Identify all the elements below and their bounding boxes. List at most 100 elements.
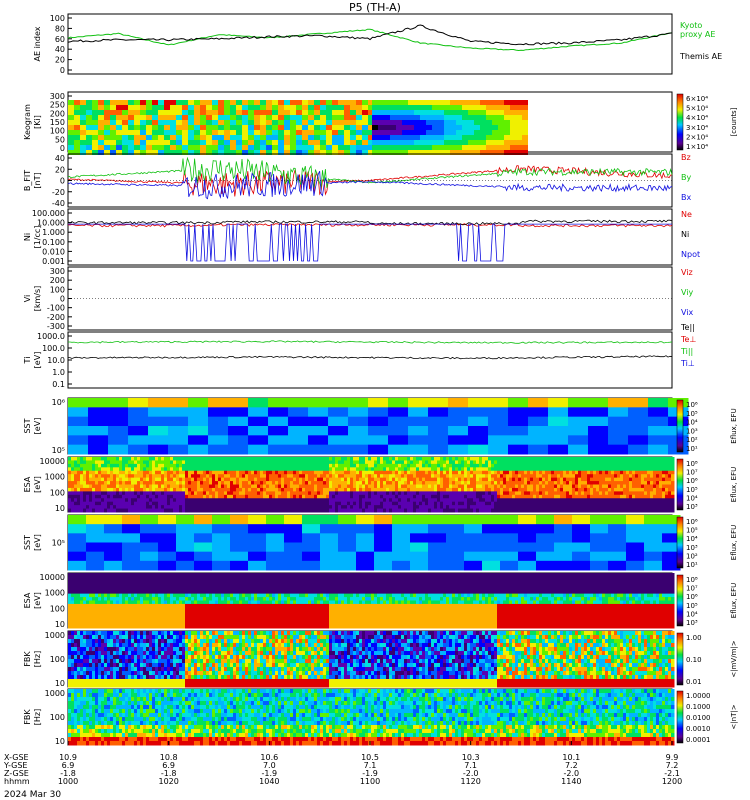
figure-title: P5 (TH-A) bbox=[349, 1, 401, 14]
y-tick-label: 0 bbox=[60, 177, 65, 186]
colorbar-tick-label: 10² bbox=[686, 552, 698, 560]
legend-Ti||: Ti|| bbox=[680, 347, 693, 356]
y-tick-label: 100.0 bbox=[42, 344, 65, 353]
y-axis-unit: [km/s] bbox=[33, 286, 42, 312]
y-tick-label: 100 bbox=[50, 285, 65, 294]
y-tick-label: 10 bbox=[55, 679, 65, 688]
y-tick-label: -100 bbox=[47, 304, 65, 313]
colorbar-tick-label: 0.10 bbox=[686, 656, 702, 664]
colorbar-tick-label: 10⁴ bbox=[686, 494, 698, 502]
legend-by: By bbox=[681, 173, 691, 182]
colorbar-tick-label: 10⁷ bbox=[686, 585, 698, 593]
y-tick-label: 300 bbox=[50, 92, 65, 101]
y-axis-unit: [Ki] bbox=[33, 115, 42, 129]
axis-row-label: Y-GSE bbox=[3, 761, 27, 770]
y-tick-label: 250 bbox=[50, 101, 65, 110]
y-tick-label: 1.000 bbox=[42, 228, 65, 237]
colorbar-tick-label: 0.1000 bbox=[686, 703, 711, 711]
colorbar-tick-label: 10⁶ bbox=[686, 477, 698, 485]
colorbar-tick-label: 10³ bbox=[686, 427, 698, 435]
y-axis-unit: [Hz] bbox=[33, 651, 42, 667]
y-tick-label: 100 bbox=[50, 127, 65, 136]
colorbar-tick-label: 5×10⁴ bbox=[686, 105, 708, 113]
colorbar-tick-label: 10³ bbox=[686, 544, 698, 552]
colorbar-tick-label: 0.0100 bbox=[686, 714, 711, 722]
colorbar-tick-label: 6×10⁴ bbox=[686, 95, 708, 103]
y-tick-label: 100 bbox=[50, 713, 65, 722]
x-tick-label-x-gse: 10.5 bbox=[361, 753, 379, 762]
panel-3: 40 20 0 -20 -40 B_FIT [nT] Bz By Bx bbox=[23, 153, 691, 208]
y-tick-label: 100 bbox=[50, 604, 65, 613]
x-tick-label-y-gse: 6.9 bbox=[162, 761, 175, 770]
x-tick-label-z-gse: -1.9 bbox=[362, 769, 378, 778]
spectrogram-cells bbox=[68, 689, 675, 746]
y-axis-unit: [eV] bbox=[33, 534, 42, 551]
colorbar-label: <|mV/m|> bbox=[730, 640, 738, 677]
legend-bz: Bz bbox=[681, 153, 691, 162]
y-axis-unit: [nT] bbox=[33, 172, 42, 188]
y-tick-label: 0 bbox=[60, 144, 65, 153]
legend-viz: Viz bbox=[681, 268, 693, 277]
y-tick-label: 40 bbox=[55, 154, 65, 163]
y-axis-label: FBK bbox=[23, 709, 32, 725]
x-tick-label-hhmm: 1120 bbox=[460, 777, 480, 786]
x-tick-label-hhmm: 1020 bbox=[158, 777, 178, 786]
legend-proxy-ae: proxy AE bbox=[680, 30, 715, 39]
y-axis-unit: [Hz] bbox=[33, 709, 42, 725]
y-axis-label: Ni bbox=[23, 233, 32, 241]
series-line-bx bbox=[67, 170, 673, 200]
axis-row-label: hhmm bbox=[4, 777, 30, 786]
colorbar-tick-label: 10¹ bbox=[686, 445, 698, 453]
legend-themis-ae: Themis AE bbox=[679, 52, 722, 61]
y-tick-label: 60 bbox=[55, 35, 65, 44]
y-tick-label: 0.100 bbox=[42, 238, 65, 247]
x-tick-label-x-gse: 10.6 bbox=[260, 753, 278, 762]
y-axis-label: ESA bbox=[23, 476, 32, 492]
y-tick-label: 1.0 bbox=[52, 368, 65, 377]
y-tick-label: 80 bbox=[55, 24, 65, 33]
colorbar-tick-label: 1.00 bbox=[686, 634, 702, 642]
legend-Te⊥: Te⊥ bbox=[680, 335, 696, 344]
y-axis-unit: [eV] bbox=[33, 592, 42, 609]
y-axis-label: Keogram bbox=[23, 104, 32, 140]
colorbar-tick-label: 10⁵ bbox=[686, 527, 698, 535]
x-tick-label-y-gse: 7.0 bbox=[263, 761, 276, 770]
x-tick-label-y-gse: 7.1 bbox=[464, 761, 477, 770]
y-axis-label: ESA bbox=[23, 592, 32, 608]
spectrogram-cells bbox=[68, 631, 675, 688]
legend-Ti⊥: Ti⊥ bbox=[680, 359, 695, 368]
x-tick-label-x-gse: 10.9 bbox=[59, 753, 77, 762]
x-tick-label-hhmm: 1000 bbox=[58, 777, 78, 786]
colorbar-label: Eflux, EFU bbox=[730, 467, 738, 502]
colorbar-tick-label: 0.0010 bbox=[686, 725, 711, 733]
panel-12: 1000 100 10 FBK [Hz] 1.0000 0.1000 0.0100 0.0010… bbox=[23, 688, 738, 746]
spectrogram-cells bbox=[68, 457, 675, 513]
y-axis-label: SST bbox=[23, 418, 32, 433]
y-tick-label: 20 bbox=[55, 56, 65, 65]
y-tick-label: 10 bbox=[55, 737, 65, 746]
axis-row-label: X-GSE bbox=[4, 753, 29, 762]
spectrogram-cells bbox=[68, 573, 675, 629]
y-tick-label: 10.000 bbox=[37, 219, 65, 228]
y-tick-label: 10⁶ bbox=[52, 398, 65, 407]
y-axis-label: Vi bbox=[23, 295, 32, 303]
y-tick-label: 100 bbox=[50, 488, 65, 497]
x-tick-label-y-gse: 7.2 bbox=[666, 761, 679, 770]
colorbar-tick-label: 10⁵ bbox=[686, 410, 698, 418]
y-tick-label: 0 bbox=[60, 66, 65, 75]
y-tick-label: 100.000 bbox=[32, 209, 65, 218]
legend-kyoto: Kyoto bbox=[680, 21, 702, 30]
y-tick-label: 200 bbox=[50, 109, 65, 118]
colorbar bbox=[676, 399, 684, 453]
y-axis-unit: [1/cc] bbox=[33, 226, 42, 249]
y-tick-label: 10.0 bbox=[47, 356, 65, 365]
colorbar-tick-label: 10³ bbox=[686, 503, 698, 511]
y-tick-label: 10⁵ bbox=[52, 539, 65, 548]
colorbar-tick-label: 3×10⁴ bbox=[686, 124, 708, 132]
